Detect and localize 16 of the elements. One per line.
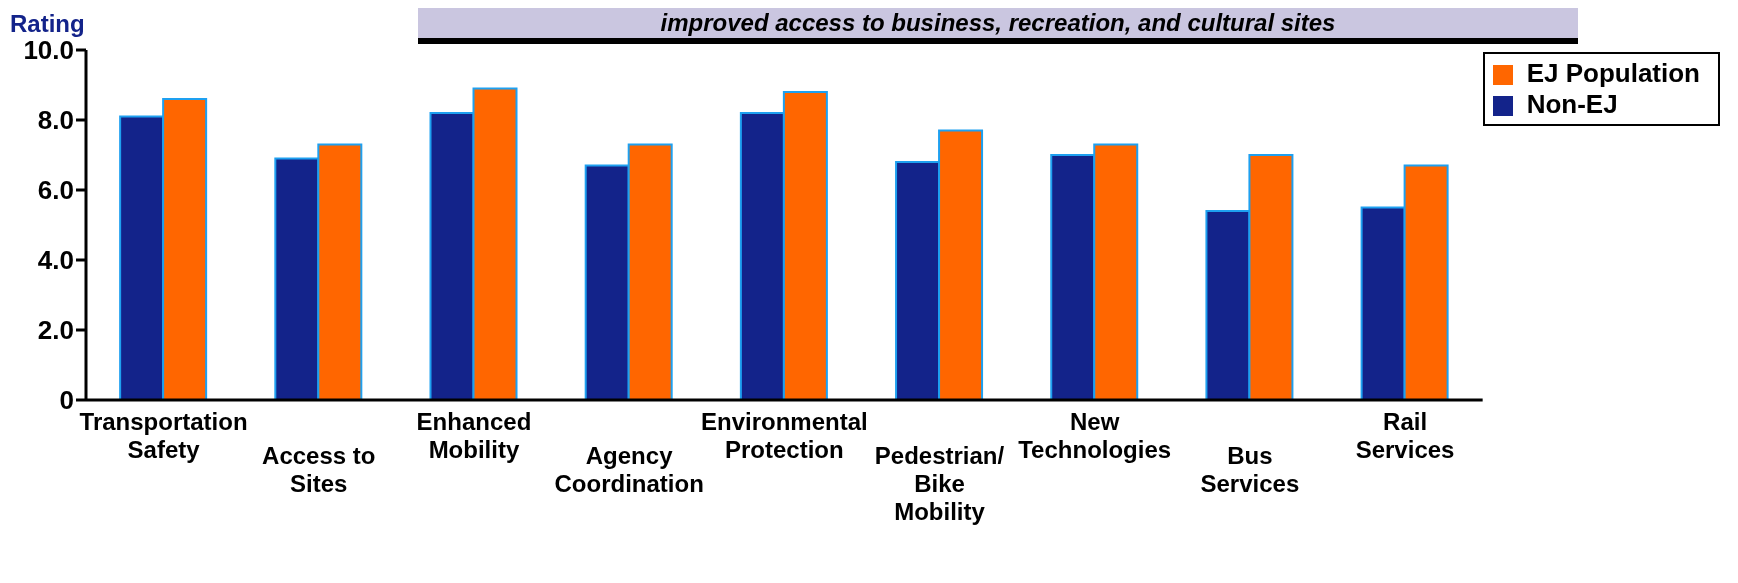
y-tick-label: 4.0: [37, 245, 74, 276]
y-tick-label: 6.0: [37, 175, 74, 206]
x-tick-label: Transportation Safety: [79, 408, 248, 463]
x-tick-label: Pedestrian/ Bike Mobility: [874, 442, 1005, 525]
x-tick-label: Bus Services: [1200, 442, 1300, 497]
x-tick-label: Enhanced Mobility: [416, 408, 532, 463]
x-tick-label: New Technologies: [1018, 408, 1172, 463]
y-tick-label: 8.0: [37, 105, 74, 136]
chart-title: improved access to business, recreation, and cultural sites: [418, 8, 1578, 44]
x-tick-label: Rail Services: [1355, 408, 1455, 463]
y-tick-label: 2.0: [37, 315, 74, 346]
legend-label: Non-EJ: [1526, 89, 1618, 119]
legend-label: EJ Population: [1526, 58, 1700, 88]
y-tick-label: 0: [59, 385, 74, 416]
x-tick-label: Access to Sites: [262, 442, 376, 497]
y-axis-title: Rating: [10, 10, 85, 38]
